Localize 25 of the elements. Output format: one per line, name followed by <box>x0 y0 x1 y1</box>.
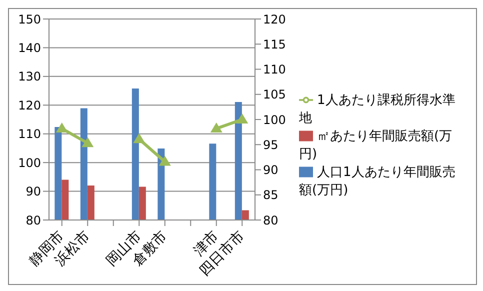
y-tick-label: 100 <box>18 156 41 170</box>
y-tick-label: 130 <box>18 70 41 84</box>
point <box>236 114 248 124</box>
point <box>133 133 146 144</box>
y2-tick-label: 85 <box>263 188 278 202</box>
y2-tick-label: 100 <box>263 112 286 127</box>
legend-label: 人口1人あたり年間販売額(万円) <box>299 164 456 198</box>
y-tick-label: 150 <box>18 12 41 26</box>
y-tick-label: 120 <box>18 98 41 112</box>
legend-label: ㎡あたり年間販売額(万円) <box>299 128 452 162</box>
y-tick-label: 80 <box>26 213 41 228</box>
y2-tick-label: 80 <box>263 213 278 228</box>
y-tick-label: 90 <box>26 184 41 199</box>
y2-tick-label: 110 <box>263 62 286 77</box>
point <box>158 156 171 166</box>
y2-tick-label: 105 <box>263 88 286 102</box>
y2-tick-label: 95 <box>263 138 278 152</box>
point <box>82 137 94 148</box>
y-tick-label: 140 <box>18 40 41 55</box>
y2-tick-label: 115 <box>263 37 286 52</box>
point <box>210 122 222 133</box>
legend-label: 1人あたり課税所得水準地 <box>299 92 456 126</box>
y2-tick-label: 90 <box>263 163 278 178</box>
y-tick-label: 110 <box>18 127 41 142</box>
y2-tick-label: 120 <box>263 12 286 26</box>
